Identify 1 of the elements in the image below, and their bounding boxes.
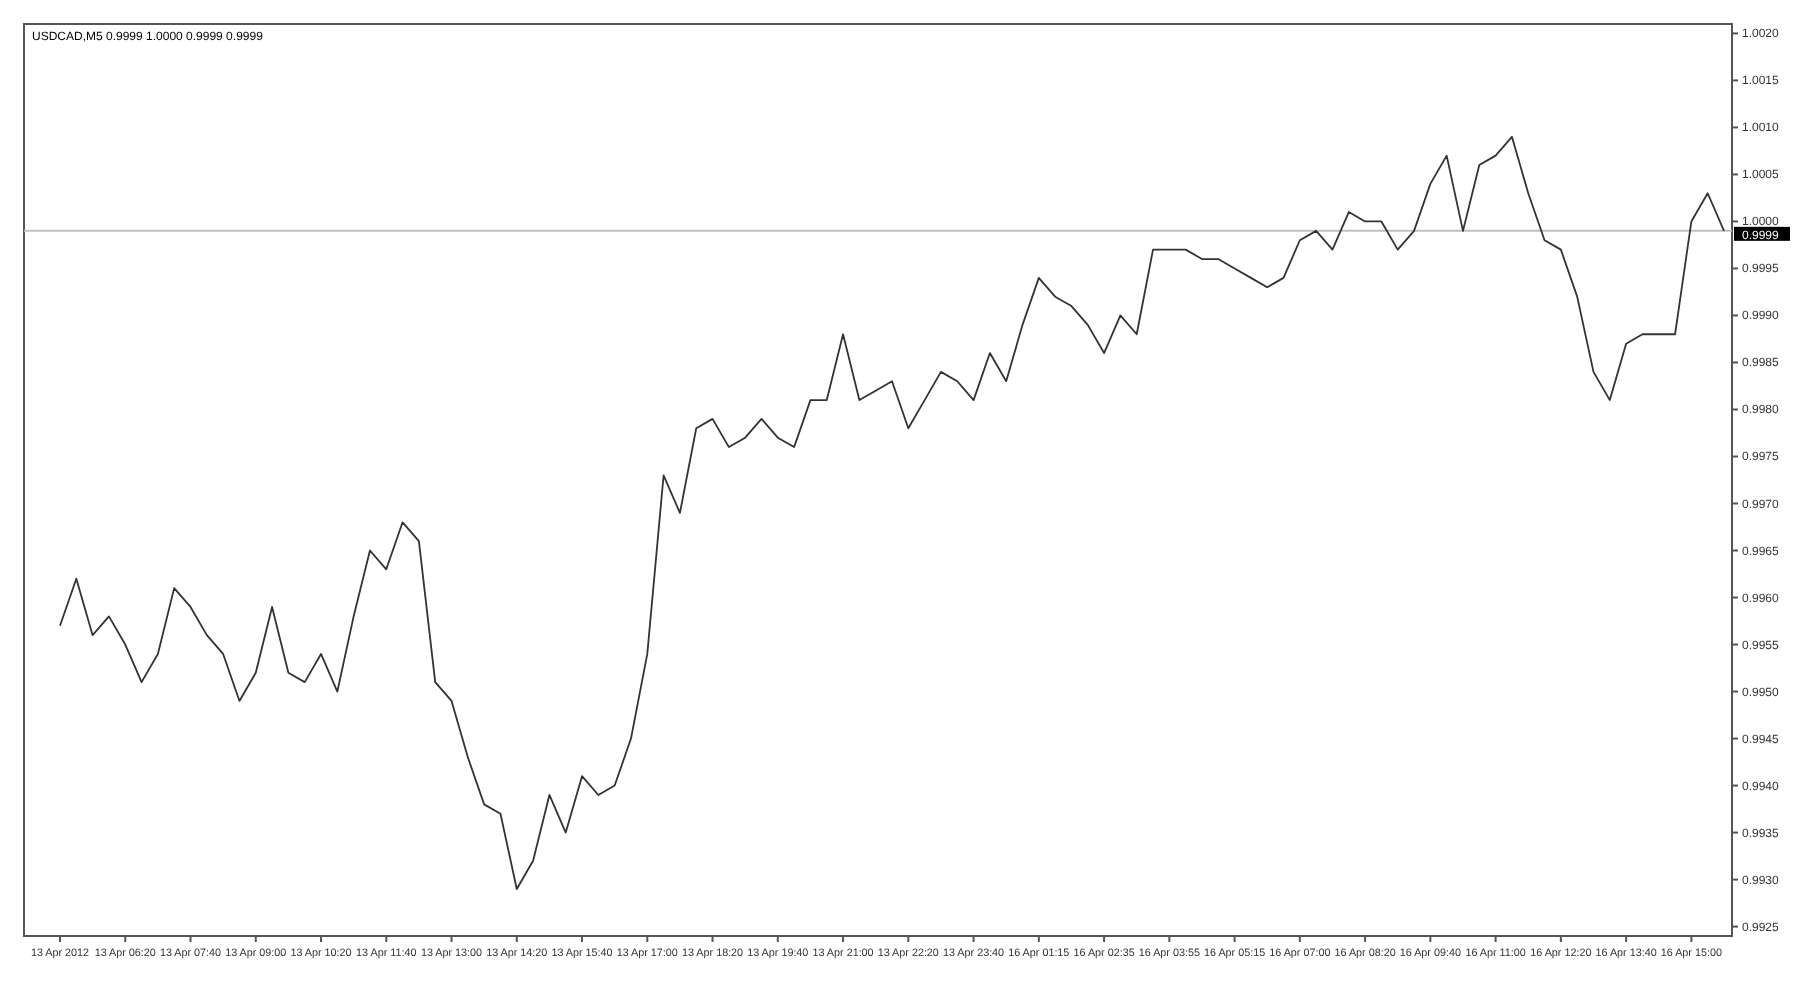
line-series bbox=[59, 135, 1725, 890]
